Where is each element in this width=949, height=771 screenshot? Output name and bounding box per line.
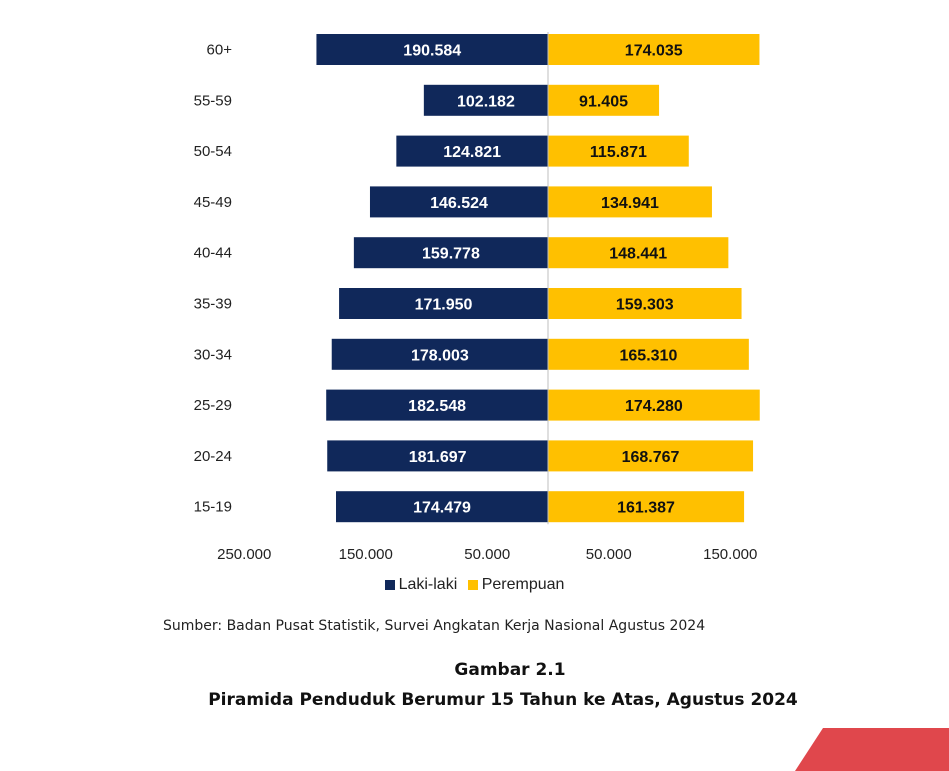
female-bar-label: 161.387 [617, 500, 675, 517]
category-label: 45-49 [194, 194, 232, 211]
female-bar [548, 135, 689, 167]
x-tick-label: 50.000 [464, 546, 510, 563]
female-bar [548, 491, 745, 523]
female-bar [548, 338, 749, 370]
category-label: 55-59 [194, 92, 232, 109]
category-label: 35-39 [194, 296, 232, 313]
male-bar-label: 174.479 [413, 500, 471, 517]
chart-legend: Laki-laki Perempuan [0, 576, 949, 595]
legend-label-male: Laki-laki [398, 576, 458, 593]
female-bar-label: 174.035 [625, 43, 683, 60]
male-bar [369, 186, 548, 218]
male-bar-label: 190.584 [403, 43, 461, 60]
male-bar [331, 338, 548, 370]
female-bar [548, 34, 760, 65]
category-label: 40-44 [194, 245, 232, 262]
female-bar-label: 165.310 [620, 347, 678, 364]
female-bar [548, 389, 760, 421]
x-tick-label: 150.000 [339, 546, 393, 563]
population-pyramid-chart: 60+ 190.584 174.035 55-59 102.182 91.405 50-54… [194, 32, 760, 563]
x-tick-label: 150.000 [703, 546, 757, 563]
male-bar-label: 181.697 [409, 449, 467, 466]
male-bar [353, 237, 548, 269]
corner-stripe-shape [795, 728, 949, 771]
category-label: 25-29 [194, 397, 232, 414]
male-bar [396, 135, 548, 167]
x-tick-label: 50.000 [586, 546, 632, 563]
legend-item-female: Perempuan [467, 576, 565, 594]
male-bar [339, 288, 548, 319]
male-bar-label: 182.548 [408, 398, 466, 415]
male-bar [423, 84, 548, 116]
legend-label-female: Perempuan [481, 576, 565, 593]
female-bar [548, 186, 712, 218]
male-bar-label: 102.182 [457, 93, 515, 110]
category-label: 15-19 [194, 499, 232, 516]
female-bar-label: 148.441 [609, 246, 667, 263]
male-bar [327, 440, 548, 472]
category-label: 30-34 [194, 346, 232, 363]
female-bar [548, 440, 754, 472]
female-bar-label: 159.303 [616, 297, 674, 314]
category-label: 60+ [207, 42, 233, 59]
x-tick-label: 250.000 [217, 546, 271, 563]
female-bar-label: 91.405 [579, 93, 628, 110]
female-bar-label: 174.280 [625, 398, 683, 415]
female-bar [548, 84, 660, 116]
male-bar-label: 146.524 [430, 195, 488, 212]
source-note: Sumber: Badan Pusat Statistik, Survei An… [163, 618, 706, 634]
legend-item-male: Laki-laki [384, 576, 458, 594]
male-bar-label: 159.778 [422, 246, 480, 263]
female-bar [548, 288, 742, 319]
legend-swatch-male [384, 580, 395, 590]
female-bar [548, 237, 729, 269]
category-label: 50-54 [194, 143, 232, 160]
male-bar [326, 389, 548, 421]
male-bar-label: 171.950 [415, 297, 473, 314]
corner-stripe-decoration [795, 728, 949, 771]
legend-swatch-female [467, 580, 478, 590]
figure-number: Gambar 2.1 [454, 660, 566, 680]
female-bar-label: 168.767 [622, 449, 680, 466]
male-bar [316, 34, 548, 65]
category-label: 20-24 [194, 448, 232, 465]
male-bar-label: 178.003 [411, 347, 469, 364]
figure-title: Piramida Penduduk Berumur 15 Tahun ke At… [208, 690, 798, 710]
female-bar-label: 115.871 [590, 144, 647, 161]
female-bar-label: 134.941 [601, 195, 659, 212]
male-bar-label: 124.821 [443, 144, 501, 161]
male-bar [336, 491, 548, 523]
